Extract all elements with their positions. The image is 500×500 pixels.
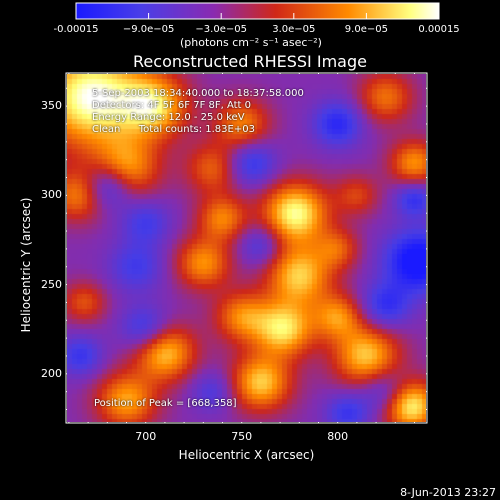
total-counts: Total counts: 1.83E+03 — [138, 124, 255, 135]
colorbar — [75, 2, 440, 20]
x-tick-label: 700 — [135, 430, 157, 443]
x-axis-label: Heliocentric X (arcsec) — [178, 448, 315, 462]
colorbar-tick-label: −9.0e−05 — [122, 24, 175, 35]
observation-info: 5-Sep-2003 18:34:40.000 to 18:37:58.000 … — [92, 88, 304, 136]
x-tick-label: 800 — [327, 430, 349, 443]
x-tick-label: 750 — [231, 430, 253, 443]
colorbar-tick-label: −3.0e−05 — [195, 24, 247, 35]
peak-position: Position of Peak = [668,358] — [94, 398, 237, 409]
detectors: Detectors: 4F 5F 6F 7F 8F, Att 0 — [92, 100, 252, 111]
colorbar-tick-label: 0.00015 — [418, 24, 460, 35]
colorbar-tick-label: 3.0e−05 — [272, 24, 316, 35]
time-range: 5-Sep-2003 18:34:40.000 to 18:37:58.000 — [92, 88, 304, 99]
energy-range: Energy Range: 12.0 - 25.0 keV — [92, 112, 245, 123]
y-tick-label: 300 — [41, 188, 62, 202]
y-tick-label: 200 — [41, 366, 62, 380]
colorbar-unit-label: (photons cm⁻² s⁻¹ asec⁻²) — [180, 36, 322, 49]
plot-frame — [65, 72, 428, 424]
colorbar-ticks — [75, 13, 440, 19]
y-axis-label: Heliocentric Y (arcsec) — [19, 197, 33, 333]
clean-counts: Clean Total counts: 1.83E+03 — [92, 124, 304, 136]
method-label: Clean — [92, 124, 121, 135]
colorbar-tick-label: 9.0e−05 — [344, 24, 388, 35]
y-tick-label: 250 — [41, 277, 62, 291]
colorbar-tick-label: -0.00015 — [53, 24, 99, 35]
chart-title: Reconstructed RHESSI Image — [133, 52, 367, 71]
heatmap-image — [67, 74, 426, 422]
y-tick-label: 350 — [41, 99, 62, 113]
footer-date: 8-Jun-2013 23:27 — [400, 486, 496, 499]
